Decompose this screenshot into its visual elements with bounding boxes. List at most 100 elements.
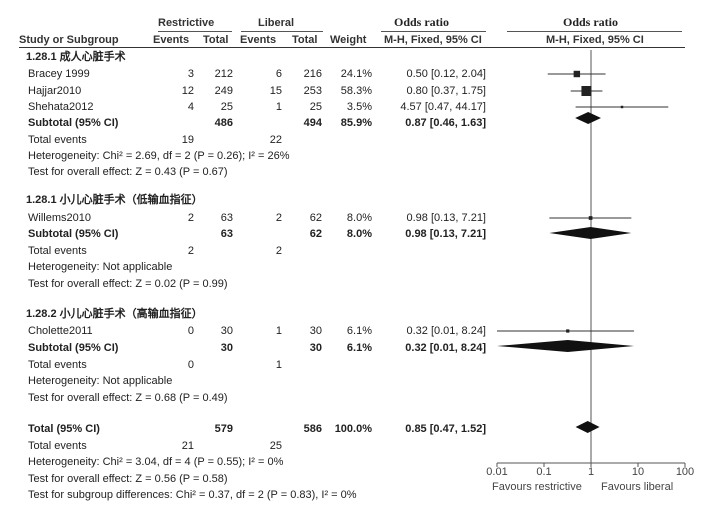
header-or-method-table: M-H, Fixed, 95% CI: [384, 34, 482, 46]
study-point-marker: [588, 216, 593, 220]
subtotal-ci: 0.32 [0.01, 8.24]: [405, 342, 486, 354]
study-name: Shehata2012: [28, 101, 94, 113]
or-table-underline: [381, 31, 486, 32]
total-events-1: 21: [181, 440, 194, 452]
header-total-2: Total: [292, 34, 318, 46]
total-total-1: 579: [214, 423, 233, 435]
study-name: Bracey 1999: [28, 68, 90, 80]
x-axis-tick-label: 100: [675, 466, 695, 478]
total-events-label: Total events: [28, 359, 87, 371]
total-2: 62: [309, 212, 322, 224]
heterogeneity-text: Heterogeneity: Chi² = 2.69, df = 2 (P = …: [28, 150, 290, 162]
subgroup-title: 1.28.2 小儿心脏手术（高输血指征）: [26, 308, 203, 320]
subgroup-title: 1.28.1 成人心脏手术: [26, 51, 126, 63]
header-or-method-plot: M-H, Fixed, 95% CI: [546, 34, 644, 46]
events-1: 3: [187, 68, 194, 80]
total-events-1: 19: [181, 134, 194, 146]
total-events-label: Total events: [28, 245, 87, 257]
total-events-1: 2: [187, 245, 194, 257]
odds-ratio-ci: 0.80 [0.37, 1.75]: [406, 85, 486, 97]
subtotal-weight: 8.0%: [346, 228, 372, 240]
total-events-2: 25: [269, 440, 282, 452]
events-1: 2: [187, 212, 194, 224]
total-2: 216: [303, 68, 322, 80]
x-axis-tick-label: 0.01: [486, 466, 508, 478]
x-axis-tick-label: 0.1: [536, 466, 552, 478]
odds-ratio-ci: 4.57 [0.47, 44.17]: [400, 101, 486, 113]
header-group-liberal: Liberal: [258, 17, 295, 29]
events-2: 15: [269, 85, 282, 97]
study-point-marker: [620, 105, 624, 109]
header-weight: Weight: [330, 34, 367, 46]
subtotal-total-1: 30: [220, 342, 233, 354]
header-study: Study or Subgroup: [19, 34, 119, 46]
subtotal-total-2: 62: [309, 228, 322, 240]
events-1: 0: [187, 325, 194, 337]
events-2: 2: [275, 212, 282, 224]
group2-underline: [241, 31, 323, 32]
total-1: 212: [214, 68, 233, 80]
heterogeneity-text: Heterogeneity: Not applicable: [28, 261, 173, 273]
subtotal-weight: 85.9%: [340, 117, 372, 129]
subtotal-ci: 0.87 [0.46, 1.63]: [405, 117, 486, 129]
events-2: 6: [275, 68, 282, 80]
total-2: 30: [309, 325, 322, 337]
x-axis-tick-label: 10: [631, 466, 645, 478]
subgroup-title: 1.28.1 小儿心脏手术（低输血指征）: [26, 194, 203, 206]
total-2: 253: [303, 85, 322, 97]
favours-restrictive-label: Favours restrictive: [492, 481, 582, 493]
subtotal-label: Subtotal (95% CI): [28, 228, 119, 240]
total-total-2: 586: [303, 423, 322, 435]
pooled-diamond: [575, 112, 601, 124]
events-2: 1: [275, 101, 282, 113]
subtotal-total-1: 63: [220, 228, 233, 240]
header-events-2: Events: [240, 34, 277, 46]
study-name: Willems2010: [28, 212, 91, 224]
odds-ratio-ci: 0.50 [0.12, 2.04]: [406, 68, 486, 80]
total-label: Total (95% CI): [28, 423, 100, 435]
overall-effect-text: Test for overall effect: Z = 0.68 (P = 0…: [28, 392, 228, 404]
events-2: 1: [275, 325, 282, 337]
x-axis-tick-label: 1: [587, 466, 595, 478]
total-2: 25: [309, 101, 322, 113]
weight: 3.5%: [346, 101, 372, 113]
subtotal-total-2: 30: [309, 342, 322, 354]
pooled-diamond: [575, 421, 600, 433]
total-1: 63: [220, 212, 233, 224]
subtotal-total-2: 494: [303, 117, 322, 129]
study-point-marker: [581, 86, 592, 96]
total-events-1: 0: [187, 359, 194, 371]
subgroup-differences-text: Test for subgroup differences: Chi² = 0.…: [28, 489, 357, 501]
header-or-title-table: Odds ratio: [394, 15, 450, 29]
total-1: 30: [220, 325, 233, 337]
pooled-diamond: [497, 340, 635, 352]
subtotal-label: Subtotal (95% CI): [28, 342, 119, 354]
heterogeneity-text: Heterogeneity: Not applicable: [28, 375, 173, 387]
favours-liberal-label: Favours liberal: [601, 481, 674, 493]
weight: 24.1%: [340, 68, 372, 80]
header-or-title-plot: Odds ratio: [563, 15, 619, 29]
total-ci: 0.85 [0.47, 1.52]: [405, 423, 486, 435]
total-1: 25: [220, 101, 233, 113]
subtotal-weight: 6.1%: [346, 342, 372, 354]
total-weight: 100.0%: [334, 423, 372, 435]
heterogeneity-text: Heterogeneity: Chi² = 3.04, df = 4 (P = …: [28, 456, 284, 468]
group1-underline: [158, 31, 232, 32]
overall-effect-text: Test for overall effect: Z = 0.02 (P = 0…: [28, 278, 228, 290]
header-rule: [19, 47, 685, 48]
weight: 8.0%: [346, 212, 372, 224]
total-events-label: Total events: [28, 440, 87, 452]
study-point-marker: [573, 70, 581, 78]
total-events-2: 1: [275, 359, 282, 371]
overall-effect-text: Test for overall effect: Z = 0.43 (P = 0…: [28, 166, 228, 178]
study-name: Hajjar2010: [28, 85, 82, 97]
total-events-2: 22: [269, 134, 282, 146]
events-1: 12: [181, 85, 194, 97]
overall-effect-text: Test for overall effect: Z = 0.56 (P = 0…: [28, 473, 228, 485]
header-events-1: Events: [153, 34, 190, 46]
header-group-restrictive: Restrictive: [158, 17, 215, 29]
odds-ratio-ci: 0.32 [0.01, 8.24]: [406, 325, 486, 337]
total-1: 249: [214, 85, 233, 97]
study-point-marker: [566, 329, 570, 333]
